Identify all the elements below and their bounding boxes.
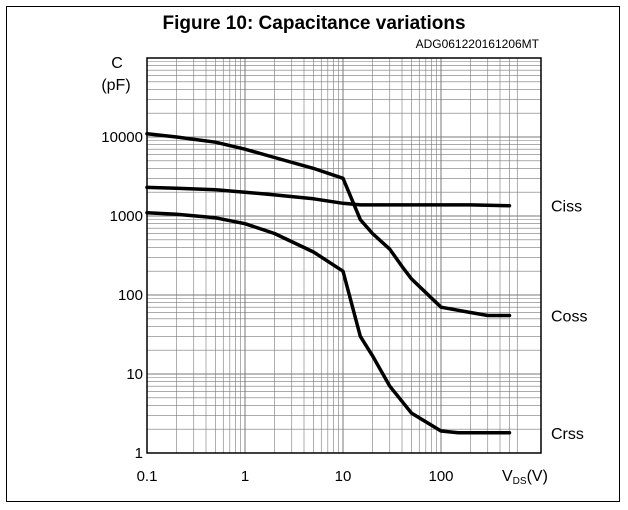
series-label-ciss: Ciss <box>551 199 582 216</box>
y-tick-label: 1 <box>135 445 143 462</box>
series-labels: Ciss Coss Crss <box>551 199 587 443</box>
series-label-coss: Coss <box>551 309 587 326</box>
figure-code: ADG061220161206MT <box>416 37 540 51</box>
y-axis-label-symbol: C <box>111 55 123 72</box>
x-tick-label: 1 <box>241 468 249 485</box>
plot-border <box>146 57 542 454</box>
series-line-ciss <box>145 185 512 208</box>
figure-frame <box>6 6 620 502</box>
tick-labels: 0.1 1 10 100 1 10 100 1000 10000 <box>101 129 453 485</box>
x-tick-label: 10 <box>335 468 352 485</box>
grid <box>147 58 541 453</box>
chart-title: Figure 10: Capacitance variations <box>162 13 465 34</box>
series-label-crss: Crss <box>551 426 584 443</box>
y-tick-label: 1000 <box>110 208 143 225</box>
y-tick-label: 10000 <box>101 129 143 146</box>
y-tick-label: 100 <box>118 287 143 304</box>
series-line-coss <box>145 131 512 318</box>
x-tick-label: 100 <box>428 468 453 485</box>
series-line-crss <box>145 210 512 435</box>
y-axis-label-unit: (pF) <box>101 77 130 94</box>
series-layer <box>145 131 512 435</box>
x-tick-label: 0.1 <box>137 468 158 485</box>
x-axis-label: VDS(V) <box>502 468 548 487</box>
y-tick-label: 10 <box>126 366 143 383</box>
